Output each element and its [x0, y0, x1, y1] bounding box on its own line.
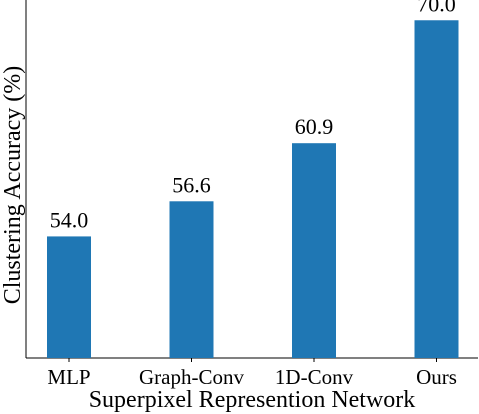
bar-1d-conv: [292, 143, 336, 358]
bars-group: [47, 20, 459, 358]
x-axis-label: Superpixel Represention Network: [89, 387, 416, 413]
value-labels-group: 54.0 56.6 60.9 70.0: [50, 0, 456, 232]
x-tick-label-graph-conv: Graph-Conv: [139, 365, 244, 389]
value-label-1d-conv: 60.9: [295, 114, 334, 139]
x-tick-label-ours: Ours: [416, 365, 457, 389]
bar-graph-conv: [169, 201, 214, 358]
x-tick-label-1d-conv: 1D-Conv: [275, 365, 354, 389]
value-label-graph-conv: 56.6: [172, 172, 211, 197]
x-tick-label-mlp: MLP: [47, 365, 90, 389]
value-label-mlp: 54.0: [50, 207, 89, 232]
bar-ours: [414, 20, 459, 358]
y-axis-label: Clustering Accuracy (%): [0, 66, 26, 305]
value-label-ours: 70.0: [417, 0, 456, 16]
x-tick-labels-group: MLP Graph-Conv 1D-Conv Ours: [47, 358, 457, 389]
bar-mlp: [47, 236, 91, 358]
